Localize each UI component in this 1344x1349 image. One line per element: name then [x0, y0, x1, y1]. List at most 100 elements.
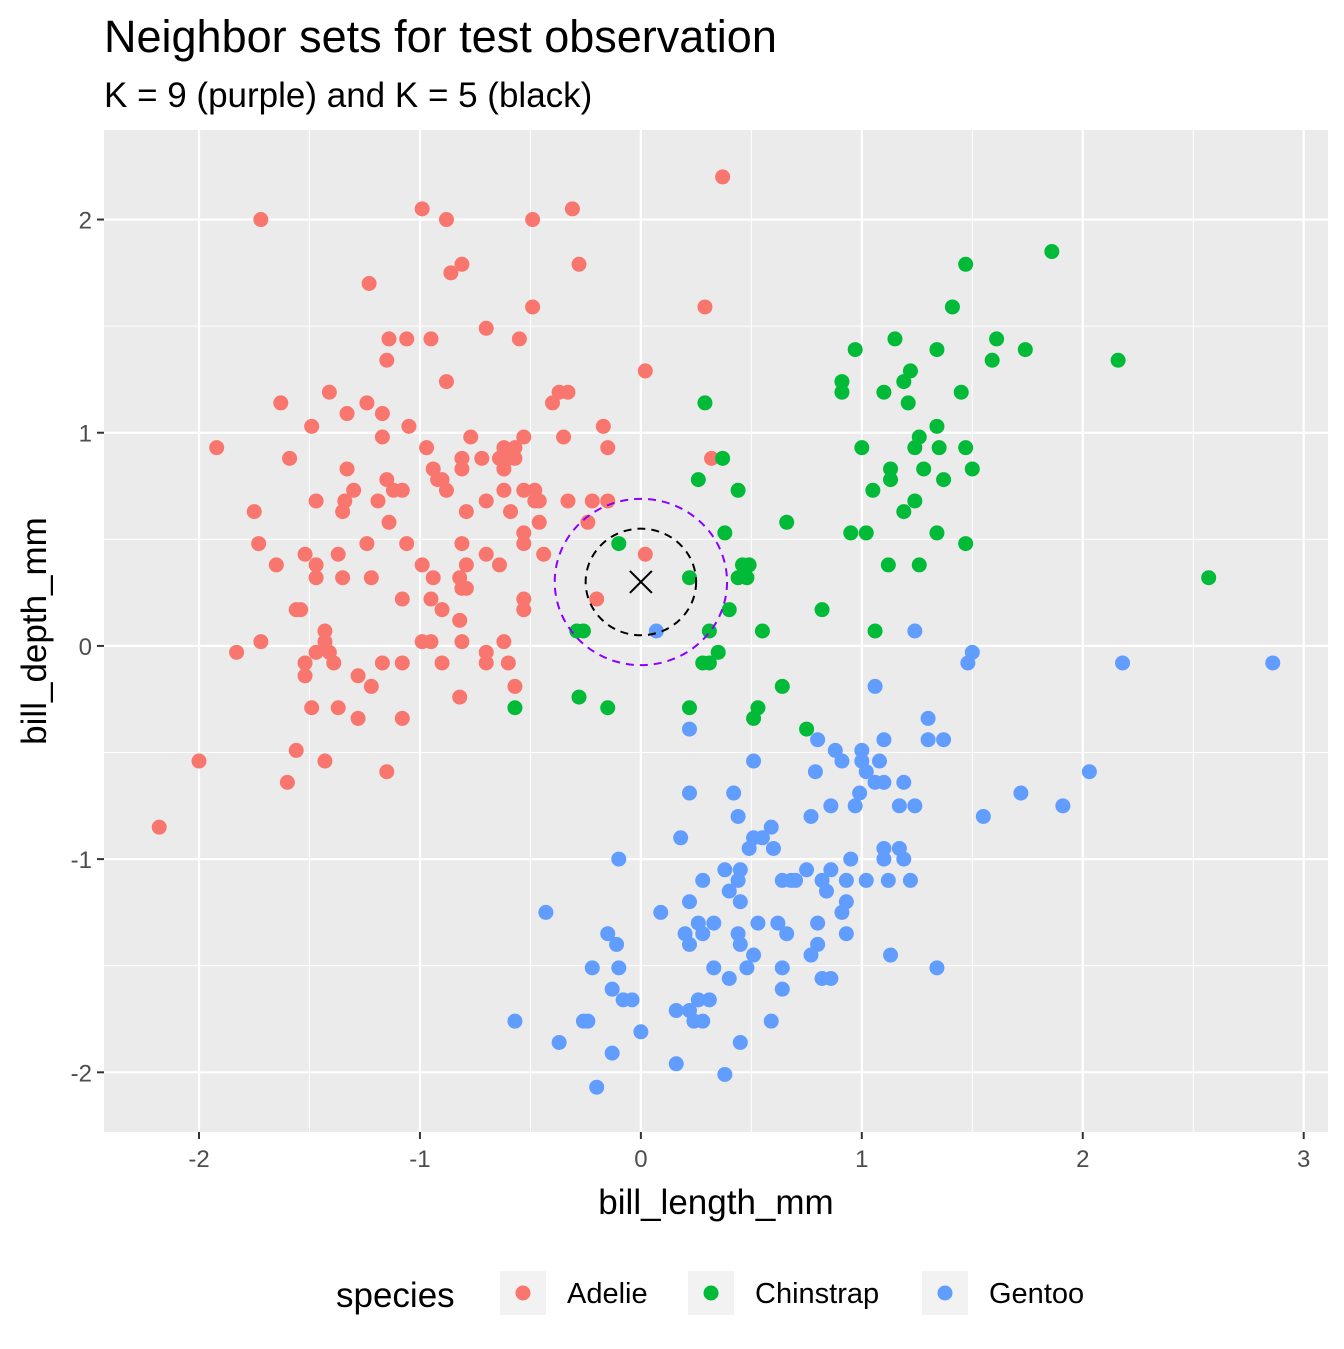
point-adelie — [394, 710, 410, 726]
x-axis: -2 -1 0 1 2 3 — [188, 1132, 1310, 1173]
point-adelie — [335, 504, 351, 520]
point-gentoo — [799, 862, 815, 878]
point-gentoo — [871, 753, 887, 769]
point-adelie — [317, 623, 333, 639]
point-adelie — [637, 546, 653, 562]
point-gentoo — [1081, 764, 1097, 780]
point-chinstrap — [690, 472, 706, 488]
point-adelie — [600, 440, 616, 456]
point-chinstrap — [858, 525, 874, 541]
point-adelie — [330, 700, 346, 716]
point-gentoo — [907, 798, 923, 814]
point-gentoo — [673, 830, 689, 846]
point-gentoo — [779, 926, 795, 942]
x-tick-label: 1 — [855, 1146, 868, 1173]
point-gentoo — [746, 753, 762, 769]
point-adelie — [454, 461, 470, 477]
point-adelie — [452, 689, 468, 705]
point-chinstrap — [936, 472, 952, 488]
y-axis-label: bill_depth_mm — [15, 517, 54, 745]
point-adelie — [478, 655, 494, 671]
point-gentoo — [580, 1013, 596, 1029]
point-gentoo — [843, 851, 859, 867]
point-adelie — [423, 634, 439, 650]
point-adelie — [454, 536, 470, 552]
point-gentoo — [876, 851, 892, 867]
point-chinstrap — [834, 374, 850, 390]
point-adelie — [589, 591, 605, 607]
point-gentoo — [668, 1056, 684, 1072]
point-adelie — [516, 525, 532, 541]
point-adelie — [525, 299, 541, 315]
point-gentoo — [896, 851, 912, 867]
point-gentoo — [823, 971, 839, 987]
point-gentoo — [770, 915, 786, 931]
point-adelie — [288, 742, 304, 758]
point-gentoo — [741, 840, 757, 856]
point-gentoo — [681, 721, 697, 737]
point-gentoo — [838, 926, 854, 942]
point-gentoo — [876, 774, 892, 790]
point-chinstrap — [883, 461, 899, 477]
point-adelie — [496, 634, 512, 650]
point-adelie — [454, 580, 470, 596]
point-adelie — [595, 418, 611, 434]
point-gentoo — [584, 960, 600, 976]
point-gentoo — [604, 981, 620, 997]
point-chinstrap — [929, 525, 945, 541]
point-adelie — [297, 668, 313, 684]
point-chinstrap — [1110, 352, 1126, 368]
point-adelie — [454, 450, 470, 466]
point-chinstrap — [907, 440, 923, 456]
point-gentoo — [681, 785, 697, 801]
point-adelie — [414, 201, 430, 217]
point-gentoo — [624, 992, 640, 1008]
point-adelie — [584, 493, 600, 509]
point-gentoo — [763, 1013, 779, 1029]
point-gentoo — [730, 872, 746, 888]
point-gentoo — [852, 785, 868, 801]
point-adelie — [516, 602, 532, 618]
neighbor-circle-k5 — [584, 527, 698, 637]
point-adelie — [330, 546, 346, 562]
point-chinstrap — [717, 525, 733, 541]
point-chinstrap — [929, 342, 945, 358]
point-adelie — [478, 546, 494, 562]
point-adelie — [454, 256, 470, 272]
point-adelie — [209, 440, 225, 456]
point-adelie — [414, 557, 430, 573]
point-adelie — [500, 655, 516, 671]
point-gentoo — [834, 753, 850, 769]
point-adelie — [463, 429, 479, 445]
point-chinstrap — [867, 623, 883, 639]
point-chinstrap — [907, 493, 923, 509]
point-gentoo — [633, 1024, 649, 1040]
point-gentoo — [746, 947, 762, 963]
point-chinstrap — [843, 525, 859, 541]
point-adelie — [308, 557, 324, 573]
point-adelie — [374, 429, 390, 445]
point-adelie — [335, 570, 351, 586]
y-tick-label: -1 — [71, 847, 92, 874]
point-gentoo — [920, 732, 936, 748]
point-adelie — [253, 634, 269, 650]
point-adelie — [399, 536, 415, 552]
point-gentoo — [589, 1079, 605, 1095]
point-gentoo — [936, 732, 952, 748]
legend: species Adelie Chinstrap Gentoo — [336, 1271, 1084, 1315]
point-gentoo — [854, 742, 870, 758]
point-gentoo — [611, 960, 627, 976]
point-gentoo — [876, 840, 892, 856]
point-gentoo — [834, 904, 850, 920]
point-gentoo — [721, 883, 737, 899]
point-chinstrap — [896, 504, 912, 520]
point-gentoo — [701, 992, 717, 1008]
point-gentoo — [818, 883, 834, 899]
point-adelie — [282, 450, 298, 466]
point-gentoo — [754, 830, 770, 846]
point-chinstrap — [887, 331, 903, 347]
grid-lines — [104, 130, 1328, 1132]
point-adelie — [531, 493, 547, 509]
point-adelie — [151, 819, 167, 835]
point-adelie — [560, 493, 576, 509]
